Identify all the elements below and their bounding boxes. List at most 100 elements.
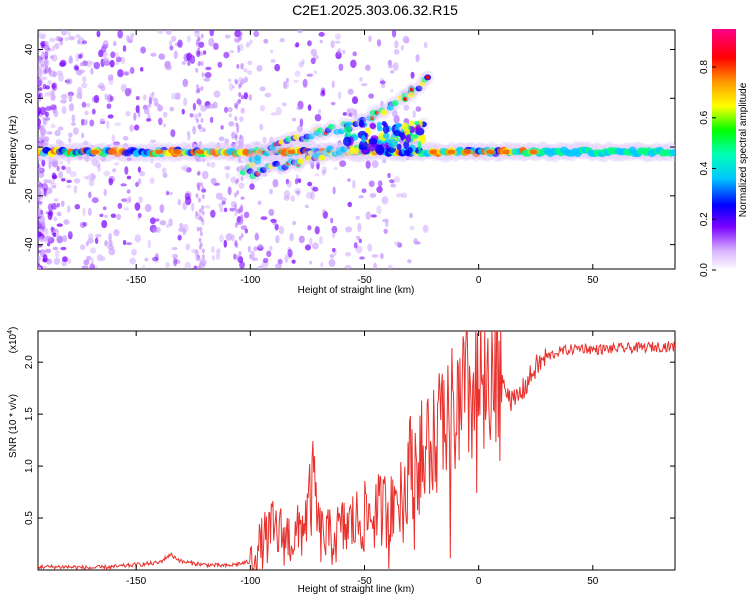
spectral-blob [205,66,212,71]
spectral-blob [81,132,85,139]
spectral-blob [64,219,68,225]
spectral-blob [202,128,206,132]
spectral-blob [72,127,79,135]
spectral-blob [240,176,244,182]
spectral-blob [117,202,123,210]
spectral-blob [240,165,244,171]
spectral-blob [187,61,191,66]
spectral-blob [177,39,183,48]
spectral-blob [82,222,88,227]
spectral-blob [88,233,94,240]
spectral-blob [197,186,201,192]
spectral-blob [208,37,215,47]
y-multiplier-base: (x10 [8,333,19,353]
spectral-blob [155,253,159,261]
spectral-blob [235,179,239,185]
spectral-blob [529,149,538,155]
spectral-blob [274,223,279,231]
spectral-blob [415,124,422,132]
snr-panel: -150 -100 -50 0 50 0.5 1.0 1.5 2.0 Height of st… [7,327,676,595]
spectral-blob [201,248,205,254]
spectral-blob [189,113,194,118]
spectral-blob [234,192,238,198]
spectral-blob [70,122,76,127]
spectral-blob [331,232,336,238]
spectral-blob [327,123,335,130]
spectral-blob [38,30,42,37]
spectral-blob [209,116,214,124]
spectral-blob [377,180,383,188]
spectral-blob [48,156,53,165]
colorbar: 0.0 0.2 0.4 0.6 0.8 Normalized spectral ampl… [699,29,749,277]
spectral-blob [89,148,102,156]
spectral-blob [100,256,106,262]
spectral-blob [426,148,439,156]
spectral-blob [231,141,236,148]
spectral-blob [345,251,352,257]
spectral-blob [195,211,199,217]
spectral-blob [305,154,313,161]
y-tick-label: 1.0 [24,459,35,473]
spectral-blob [380,100,384,108]
spectral-blob [237,257,241,263]
spectral-blob [96,30,101,38]
spectral-blob [297,158,305,165]
spectral-blob [95,160,101,168]
spectral-blob [240,62,244,70]
spectral-blob [122,45,127,52]
spectral-blob [197,61,201,67]
spectral-blob [295,190,301,195]
spectral-blob [44,179,52,184]
spectral-blob [198,101,202,107]
spectral-blob [392,109,398,118]
spectral-blob [38,68,43,77]
spectral-blob [287,149,296,155]
spectral-blob [115,52,119,61]
spectral-blob [124,87,131,97]
spectral-blob [38,210,41,217]
spectral-blob [308,260,313,265]
spectral-blob [270,112,278,116]
spectral-blob [116,213,122,221]
spectral-blob [162,111,168,118]
spectral-blob [122,239,127,246]
spectral-blob [126,189,131,194]
spectral-blob [240,196,245,200]
spectral-blob [236,128,240,134]
spectral-blob [155,218,160,222]
y-tick-label: 1.5 [24,407,35,421]
spectral-blob [133,124,140,131]
spectral-blob [54,249,60,259]
spectral-blob [150,158,154,164]
spectral-blob [352,51,357,57]
snr-frame [37,330,676,571]
spectral-blob [228,113,232,118]
spectral-blob [233,253,237,260]
spectral-blob [111,134,116,143]
spectral-blob [227,78,232,83]
spectral-blob [316,127,324,134]
spectral-blob [198,141,202,147]
spectral-blob [234,30,242,38]
spectral-blob [61,178,66,182]
x-tick-label: -100 [240,275,260,286]
spectral-blob [352,179,356,189]
spectral-blob [285,77,290,83]
spectral-blob [94,237,99,245]
spectral-blob [47,47,52,52]
spectral-blob [239,116,244,122]
spectral-blob [409,120,415,127]
spectral-blob [463,149,472,155]
x-tick-label: -100 [240,576,260,587]
spectral-blob [104,93,108,101]
spectral-blob [191,202,195,212]
spectral-blob [229,50,235,54]
spectral-blob [387,264,393,269]
spectral-blob [275,235,280,244]
spectral-blob [240,107,246,114]
spectral-blob [239,261,245,269]
spectral-blob [297,100,304,110]
spectral-blob [209,30,215,37]
spectral-blob [347,201,353,208]
spectral-blob [51,45,55,52]
